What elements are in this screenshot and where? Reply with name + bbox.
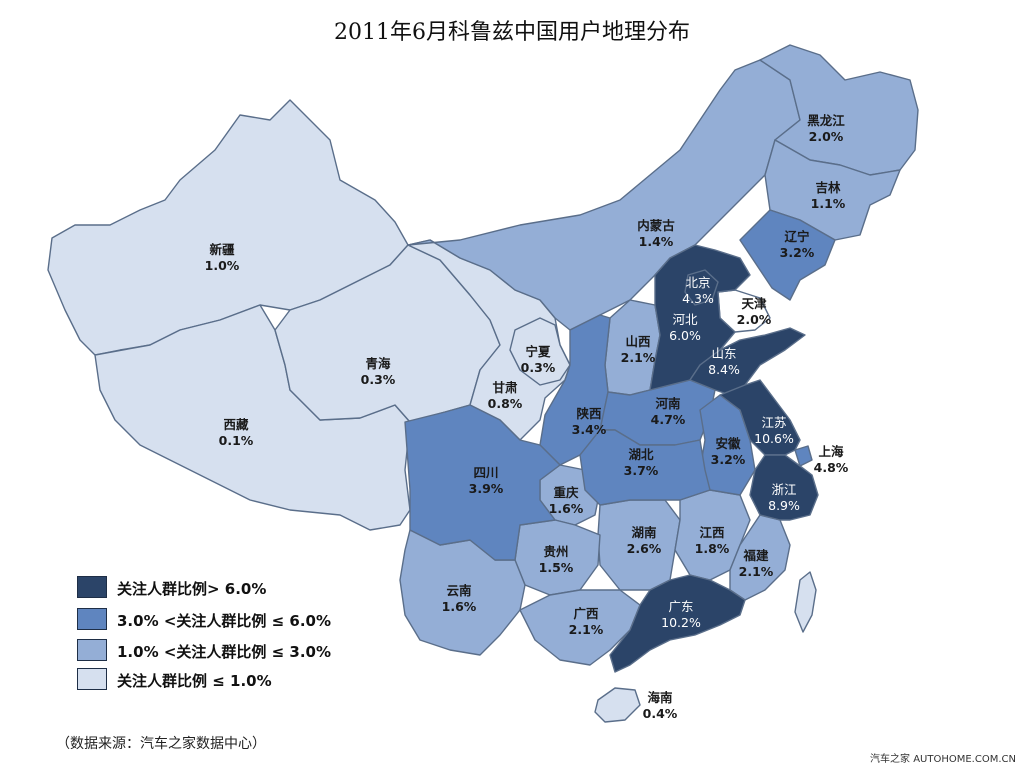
legend-swatch [77, 608, 107, 630]
label-liaoning: 辽宁 3.2% [779, 229, 815, 260]
region-hebei [649, 244, 751, 391]
legend-swatch [77, 576, 107, 598]
label-hubei: 湖北 3.7% [623, 447, 659, 478]
label-hunan: 湖南 2.6% [626, 525, 662, 556]
label-yunnan: 云南 1.6% [441, 583, 477, 614]
label-xizang: 西藏 0.1% [218, 417, 254, 448]
region-sichuan [404, 404, 561, 561]
label-guizhou: 贵州 1.5% [538, 544, 574, 575]
label-heilongjiang: 黑龙江 2.0% [807, 113, 845, 144]
label-anhui: 安徽 3.2% [710, 436, 746, 467]
label-guangdong: 广东 10.2% [661, 599, 701, 630]
label-guangxi: 广西 2.1% [568, 606, 604, 637]
region-xizang [94, 304, 411, 531]
label-shaanxi: 陕西 3.4% [571, 406, 607, 437]
region-liaoning [739, 209, 836, 301]
watermark: 汽车之家 AUTOHOME.COM.CN [870, 754, 1016, 765]
label-ningxia: 宁夏 0.3% [520, 344, 556, 375]
legend-swatch [77, 639, 107, 661]
label-beijing: 北京 4.3% [682, 275, 714, 306]
map-title: 2011年6月科鲁兹中国用户地理分布 [334, 20, 690, 45]
label-jiangsu: 江苏 10.6% [754, 415, 794, 446]
label-qinghai: 青海 0.3% [360, 356, 396, 387]
region-hubei [579, 429, 711, 506]
label-neimenggu: 内蒙古 1.4% [637, 218, 675, 249]
label-fujian: 福建 2.1% [738, 548, 774, 579]
region-beijing [684, 269, 719, 306]
legend-swatch [77, 668, 107, 690]
label-chongqing: 重庆 1.6% [548, 485, 584, 516]
label-shanghai: 上海 4.8% [813, 444, 849, 475]
label-henan: 河南 4.7% [650, 396, 686, 427]
region-neimenggu [407, 59, 801, 331]
label-gansu: 甘肃 0.8% [487, 380, 523, 411]
label-jiangxi: 江西 1.8% [694, 525, 730, 556]
label-shandong: 山东 8.4% [708, 346, 740, 377]
label-jilin: 吉林 1.1% [810, 180, 846, 211]
label-shanxi: 山西 2.1% [620, 334, 656, 365]
region-heilongjiang [759, 44, 919, 176]
region-shanghai [794, 445, 813, 467]
region-ningxia [509, 317, 571, 386]
label-xinjiang: 新疆 1.0% [204, 242, 240, 273]
label-tianjin: 天津 2.0% [736, 296, 772, 327]
label-zhejiang: 浙江 8.9% [768, 482, 800, 513]
region-taiwan [794, 571, 817, 633]
region-jiangsu [719, 379, 801, 456]
label-hebei: 河北 6.0% [669, 312, 701, 343]
region-guangdong [609, 574, 746, 673]
label-hainan: 海南 0.4% [642, 690, 678, 721]
label-sichuan: 四川 3.9% [468, 465, 504, 496]
source-note: （数据来源：汽车之家数据中心） [56, 736, 266, 752]
region-hainan [594, 687, 641, 723]
region-zhejiang [749, 454, 819, 521]
